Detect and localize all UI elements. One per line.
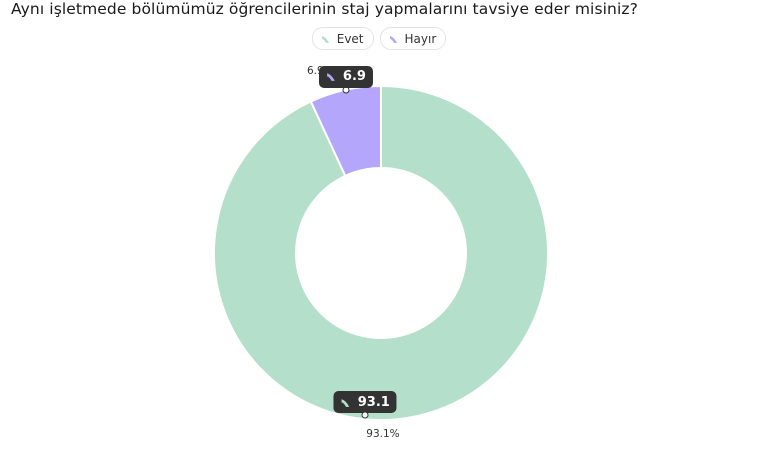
slice-percent-label: 93.1% — [366, 428, 400, 441]
slice-swatch-icon — [321, 35, 329, 43]
swatch-evet — [321, 35, 329, 43]
slice-swatch-icon — [327, 73, 335, 82]
tooltip-value: 6.9 — [342, 69, 366, 85]
slice-swatch-icon — [389, 35, 397, 43]
donut-slice-hayr[interactable] — [309, 84, 382, 178]
tooltip-value: 93.1 — [357, 394, 390, 410]
tooltip-anchor-dot — [361, 411, 369, 419]
legend: Evet Hayır — [0, 27, 758, 50]
legend-item-evet[interactable]: Evet — [311, 27, 374, 50]
legend-item-hayir[interactable]: Hayır — [379, 27, 447, 50]
tooltip-hayr: 6.9 — [318, 65, 373, 88]
slice-swatch-icon — [341, 398, 350, 407]
legend-label-evet: Evet — [336, 31, 364, 46]
donut-slice-evet[interactable] — [213, 84, 549, 421]
swatch-hayir — [389, 35, 397, 43]
tooltip-evet: 93.1 — [333, 391, 397, 414]
legend-label-hayir: Hayır — [404, 31, 437, 46]
chart-title: Aynı işletmede bölümümüz öğrencilerinin … — [11, 0, 638, 18]
